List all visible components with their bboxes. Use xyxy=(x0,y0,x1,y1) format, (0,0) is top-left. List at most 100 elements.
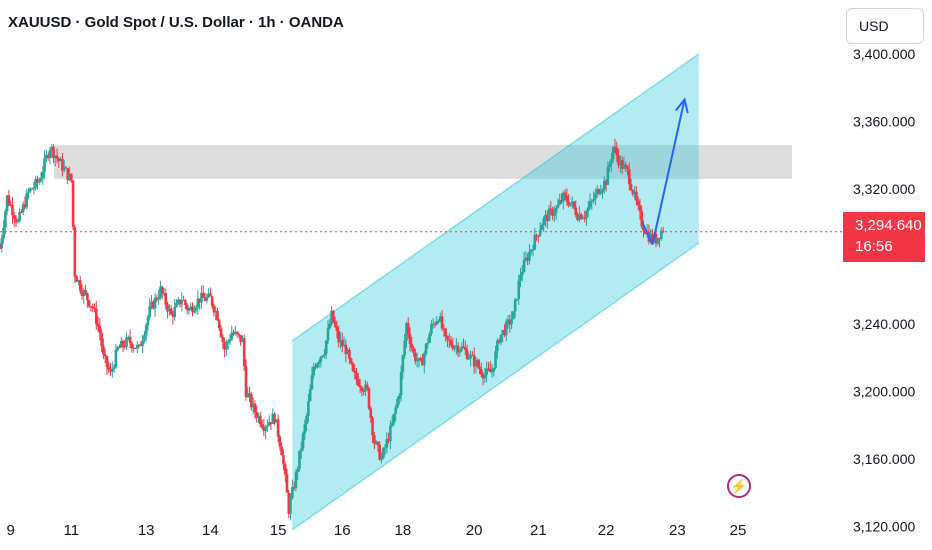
candle-body xyxy=(5,195,9,212)
candle-body xyxy=(421,360,424,366)
candle-body xyxy=(603,180,606,190)
candle-body xyxy=(53,155,57,159)
candle-body xyxy=(216,310,219,321)
candle xyxy=(323,349,326,359)
candle xyxy=(292,481,296,491)
candle xyxy=(567,193,570,208)
candle-body xyxy=(164,293,168,305)
price-axis[interactable]: 3,400.000 3,360.000 3,320.000 3,240.000 3,20… xyxy=(853,46,915,534)
candle xyxy=(376,441,380,452)
candle-body xyxy=(180,300,184,305)
candle xyxy=(585,209,588,226)
candle xyxy=(121,339,125,352)
candle xyxy=(125,332,128,351)
candle xyxy=(337,325,340,348)
candle xyxy=(465,344,469,361)
candle xyxy=(114,344,118,369)
candle xyxy=(280,442,283,456)
candle xyxy=(538,222,542,238)
candle xyxy=(611,146,615,163)
time-axis[interactable]: 9 11 13 14 15 16 18 20 21 22 23 25 xyxy=(7,522,747,539)
candle-body xyxy=(219,328,223,337)
channel-lower-line xyxy=(291,242,700,531)
candle-body xyxy=(86,293,89,301)
candle-body xyxy=(198,298,201,303)
candle xyxy=(553,205,556,222)
candle-body xyxy=(426,342,430,344)
candle-body xyxy=(119,340,123,348)
candle-body xyxy=(355,372,358,380)
bar-countdown: 16:56 xyxy=(855,238,893,255)
candle xyxy=(405,321,408,348)
candle xyxy=(603,176,606,194)
candle xyxy=(46,152,50,162)
candle xyxy=(421,353,424,366)
candle xyxy=(307,394,310,423)
candle-body xyxy=(572,201,576,208)
candle xyxy=(606,161,610,185)
candle-body xyxy=(111,368,114,372)
candle-body xyxy=(351,363,355,371)
candle xyxy=(430,319,433,336)
channel-upper-line xyxy=(291,53,700,342)
candle-body xyxy=(488,369,492,372)
candle xyxy=(422,351,426,374)
candle-body xyxy=(100,332,103,347)
price-tick-label: 3,200.000 xyxy=(853,383,915,399)
projection-arrow-tail xyxy=(641,222,654,246)
candle xyxy=(513,297,517,318)
candle xyxy=(444,327,447,342)
candle-body xyxy=(460,346,463,351)
candle xyxy=(333,316,337,329)
candle xyxy=(460,342,463,353)
candle xyxy=(560,193,563,205)
candle xyxy=(71,180,75,231)
candle xyxy=(415,352,419,368)
candle-body xyxy=(367,388,371,409)
candle xyxy=(75,275,78,282)
candle-body xyxy=(390,423,394,426)
candle-body xyxy=(610,158,613,164)
candle xyxy=(55,148,59,164)
candle-body xyxy=(622,164,626,169)
flash-icon[interactable]: ⚡ xyxy=(727,474,751,498)
candle xyxy=(73,224,77,284)
candle xyxy=(383,444,387,456)
candle xyxy=(544,210,547,227)
candle-body xyxy=(522,259,526,272)
candle-body xyxy=(39,178,43,182)
candle xyxy=(342,336,346,347)
candle-body xyxy=(262,427,266,432)
candle xyxy=(569,202,572,207)
price-tick-label: 3,240.000 xyxy=(853,316,915,332)
candle xyxy=(531,244,535,257)
candle xyxy=(32,181,36,195)
candle-body xyxy=(239,334,242,342)
candle xyxy=(504,318,508,342)
candle-body xyxy=(478,366,481,370)
candle xyxy=(123,340,127,350)
candle-body xyxy=(640,211,644,227)
channel-fill xyxy=(292,53,699,530)
candle xyxy=(0,234,4,253)
candle xyxy=(524,251,528,262)
candle xyxy=(84,284,87,296)
candle-body xyxy=(344,344,348,355)
candle-body xyxy=(255,412,258,418)
candle xyxy=(469,350,472,367)
candle-body xyxy=(143,335,146,341)
candle xyxy=(214,306,217,321)
candle xyxy=(519,267,522,287)
currency-button[interactable]: USD xyxy=(846,8,924,44)
candle xyxy=(483,367,487,383)
candle xyxy=(385,432,389,454)
candle-body xyxy=(462,346,465,348)
candle-body xyxy=(155,297,159,300)
candle xyxy=(48,146,52,164)
candle-body xyxy=(228,339,232,342)
candle-body xyxy=(604,180,608,185)
candle xyxy=(143,330,146,344)
candle-body xyxy=(146,316,150,326)
candle xyxy=(0,243,2,250)
